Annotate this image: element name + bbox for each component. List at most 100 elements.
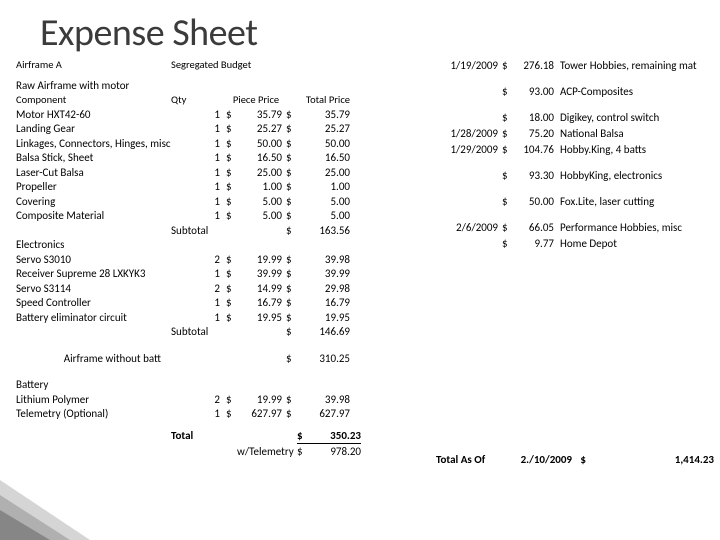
item-piece-price: 50.00 — [240, 137, 286, 152]
item-total-price: 25.27 — [300, 122, 350, 137]
item-dollar: $ — [226, 253, 240, 268]
corner-graphic — [0, 470, 90, 540]
item-dollar: $ — [226, 393, 240, 408]
expense-amount: 9.77 — [514, 236, 560, 252]
item-dollar: $ — [226, 108, 240, 123]
expense-dollar: $ — [502, 84, 514, 100]
item-qty: 1 — [171, 407, 226, 422]
expense-dollar: $ — [502, 126, 514, 142]
subtotal1-value: 163.56 — [300, 224, 350, 239]
expense-amount: 75.20 — [514, 126, 560, 142]
expense-date: 1/29/2009 — [436, 142, 502, 158]
expense-desc: Fox.Lite, laser cutting — [560, 194, 716, 210]
item-dollar: $ — [226, 296, 240, 311]
item-piece-price: 25.00 — [240, 166, 286, 181]
item-qty: 1 — [171, 209, 226, 224]
item-dollar: $ — [226, 267, 240, 282]
item-dollar: $ — [226, 209, 240, 224]
expense-amount: 18.00 — [514, 110, 560, 126]
expense-amount: 276.18 — [514, 58, 560, 74]
item-dollar: $ — [226, 137, 240, 152]
item-qty: 1 — [171, 195, 226, 210]
item-dollar2: $ — [286, 209, 300, 224]
item-qty: 1 — [171, 151, 226, 166]
item-dollar2: $ — [286, 166, 300, 181]
expense-date — [436, 110, 502, 126]
item-dollar2: $ — [286, 296, 300, 311]
item-piece-price: 19.99 — [240, 393, 286, 408]
item-total-price: 16.79 — [300, 296, 350, 311]
total-as-of-label: Total As Of — [436, 452, 502, 468]
item-name: Speed Controller — [16, 296, 171, 311]
subtotal2-value: 146.69 — [300, 325, 350, 340]
subtotal2-dollar: $ — [286, 325, 300, 340]
item-piece-price: 1.00 — [240, 180, 286, 195]
item-dollar2: $ — [286, 393, 300, 408]
item-dollar2: $ — [286, 151, 300, 166]
expense-dollar: $ — [502, 58, 514, 74]
expense-date — [436, 168, 502, 184]
item-dollar: $ — [226, 122, 240, 137]
expense-amount: 50.00 — [514, 194, 560, 210]
item-total-price: 39.99 — [300, 267, 350, 282]
expense-date: 1/28/2009 — [436, 126, 502, 142]
expense-dollar: $ — [502, 142, 514, 158]
item-qty: 1 — [171, 180, 226, 195]
expense-date — [436, 236, 502, 252]
item-total-price: 50.00 — [300, 137, 350, 152]
item-name: Telemetry (Optional) — [16, 407, 171, 422]
item-total-price: 25.00 — [300, 166, 350, 181]
item-qty: 1 — [171, 311, 226, 326]
item-dollar: $ — [226, 151, 240, 166]
item-name: Motor HXT42-60 — [16, 108, 171, 123]
subtotal1-dollar: $ — [286, 224, 300, 239]
item-dollar: $ — [226, 311, 240, 326]
battery-label: Battery — [16, 378, 171, 393]
item-name: Balsa Stick, Sheet — [16, 151, 171, 166]
item-total-price: 5.00 — [300, 195, 350, 210]
content-area: Airframe A Segregated Budget Raw Airfram… — [0, 56, 720, 468]
item-qty: 1 — [171, 166, 226, 181]
item-piece-price: 16.50 — [240, 151, 286, 166]
item-dollar2: $ — [286, 108, 300, 123]
item-name: Propeller — [16, 180, 171, 195]
item-total-price: 16.50 — [300, 151, 350, 166]
page-title: Expense Sheet — [0, 0, 720, 56]
item-piece-price: 627.97 — [240, 407, 286, 422]
item-piece-price: 19.95 — [240, 311, 286, 326]
item-name: Covering — [16, 195, 171, 210]
item-total-price: 39.98 — [300, 253, 350, 268]
item-dollar: $ — [226, 166, 240, 181]
expense-amount: 66.05 — [514, 220, 560, 236]
expense-date: 2/6/2009 — [436, 220, 502, 236]
hdr-qty: Qty — [171, 93, 226, 108]
expense-amount: 104.76 — [514, 142, 560, 158]
item-name: Composite Material — [16, 209, 171, 224]
expense-dollar: $ — [502, 168, 514, 184]
raw-airframe-label: Raw Airframe with motor — [16, 79, 171, 94]
item-dollar: $ — [226, 195, 240, 210]
total-dollar: $ — [297, 428, 311, 444]
expense-date — [436, 84, 502, 100]
item-name: Linkages, Connectors, Hinges, misc — [16, 137, 171, 152]
item-piece-price: 5.00 — [240, 195, 286, 210]
item-total-price: 5.00 — [300, 209, 350, 224]
item-dollar2: $ — [286, 180, 300, 195]
expense-date — [436, 194, 502, 210]
expense-amount: 93.30 — [514, 168, 560, 184]
airframe-wo-batt-label: Airframe without batt — [16, 352, 171, 367]
item-dollar2: $ — [286, 253, 300, 268]
item-dollar2: $ — [286, 311, 300, 326]
left-panel: Airframe A Segregated Budget Raw Airfram… — [16, 58, 436, 468]
item-name: Landing Gear — [16, 122, 171, 137]
item-name: Battery eliminator circuit — [16, 311, 171, 326]
item-qty: 1 — [171, 108, 226, 123]
expense-desc: Performance Hobbies, misc — [560, 220, 716, 236]
item-total-price: 1.00 — [300, 180, 350, 195]
item-name: Servo S3010 — [16, 253, 171, 268]
item-piece-price: 5.00 — [240, 209, 286, 224]
grand-total: 1,414.23 — [586, 452, 716, 468]
item-dollar2: $ — [286, 407, 300, 422]
item-dollar2: $ — [286, 122, 300, 137]
item-name: Lithium Polymer — [16, 393, 171, 408]
